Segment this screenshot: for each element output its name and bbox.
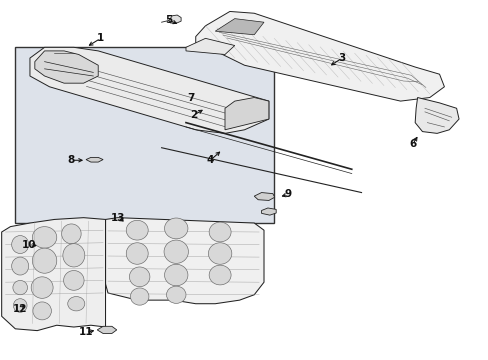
Ellipse shape [164, 264, 187, 286]
Polygon shape [30, 47, 268, 134]
Ellipse shape [209, 265, 231, 285]
Polygon shape [105, 218, 264, 304]
Polygon shape [35, 51, 98, 83]
Polygon shape [86, 157, 103, 162]
Ellipse shape [126, 243, 148, 264]
Polygon shape [261, 208, 276, 215]
Polygon shape [185, 39, 234, 54]
Polygon shape [195, 12, 444, 101]
Ellipse shape [164, 218, 187, 239]
Ellipse shape [12, 257, 29, 275]
Polygon shape [414, 98, 458, 134]
Polygon shape [1, 218, 105, 330]
Ellipse shape [163, 240, 188, 264]
Ellipse shape [32, 226, 57, 248]
Ellipse shape [68, 297, 84, 311]
Ellipse shape [13, 280, 27, 295]
Text: 5: 5 [165, 15, 172, 26]
Text: 7: 7 [187, 93, 194, 103]
Ellipse shape [13, 299, 27, 312]
Text: 8: 8 [68, 155, 75, 165]
Ellipse shape [12, 235, 29, 253]
Ellipse shape [63, 244, 84, 267]
Text: 6: 6 [408, 139, 415, 149]
Text: 10: 10 [21, 239, 36, 249]
Ellipse shape [31, 277, 53, 298]
Polygon shape [215, 19, 264, 35]
Polygon shape [224, 98, 268, 130]
Text: 4: 4 [206, 155, 214, 165]
Ellipse shape [32, 248, 57, 273]
Ellipse shape [126, 220, 148, 240]
Polygon shape [168, 15, 181, 23]
Polygon shape [254, 193, 274, 201]
Ellipse shape [33, 302, 51, 320]
Text: 1: 1 [97, 33, 104, 43]
Text: 3: 3 [338, 53, 345, 63]
Text: 2: 2 [189, 111, 197, 121]
Ellipse shape [208, 243, 231, 264]
Text: 9: 9 [284, 189, 291, 199]
Text: 12: 12 [13, 304, 27, 314]
Ellipse shape [129, 267, 150, 287]
Bar [15, 47, 273, 223]
Ellipse shape [61, 224, 81, 244]
Ellipse shape [166, 286, 185, 303]
Polygon shape [97, 326, 117, 333]
Text: 11: 11 [79, 327, 93, 337]
Text: 13: 13 [110, 213, 125, 222]
Ellipse shape [63, 271, 84, 290]
Ellipse shape [130, 288, 149, 305]
Ellipse shape [209, 222, 231, 242]
